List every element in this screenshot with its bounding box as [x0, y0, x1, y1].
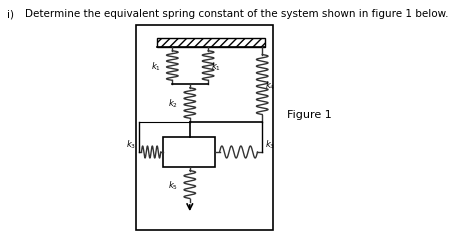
Text: $k_1$: $k_1$ [151, 60, 161, 73]
Text: $k_2$: $k_2$ [168, 97, 178, 110]
Text: Determine the equivalent spring constant of the system shown in figure 1 below.: Determine the equivalent spring constant… [25, 9, 448, 19]
Text: Figure 1: Figure 1 [287, 110, 332, 119]
Bar [163, 137, 215, 167]
Text: $k_1$: $k_1$ [210, 60, 220, 73]
Bar [156, 39, 265, 48]
Text: $k_4$: $k_4$ [265, 79, 275, 91]
Text: $k_5$: $k_5$ [168, 178, 178, 191]
Text: $k_3$: $k_3$ [265, 138, 275, 151]
Text: i): i) [7, 9, 14, 19]
Bar [136, 26, 273, 230]
Text: $k_3$: $k_3$ [127, 138, 137, 151]
